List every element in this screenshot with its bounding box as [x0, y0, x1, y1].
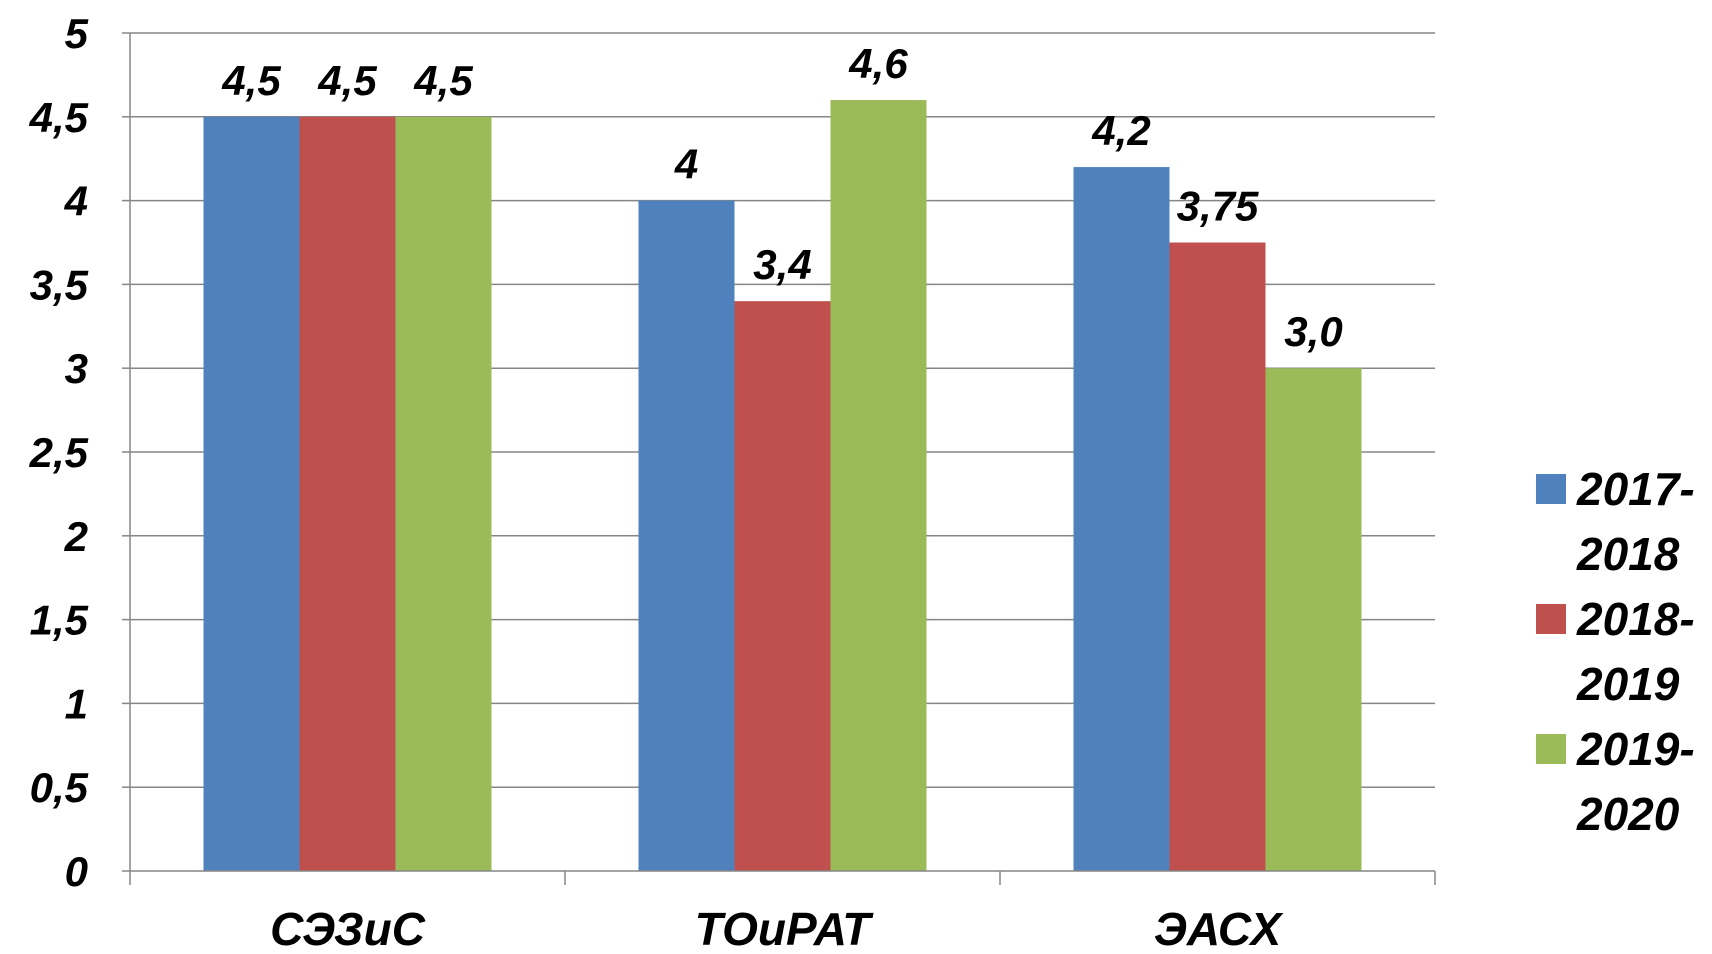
y-tick-label: 3,5 — [30, 261, 89, 308]
bar — [299, 116, 396, 872]
x-category-label: СЭЗиС — [270, 903, 426, 954]
data-label: 4,5 — [317, 57, 377, 104]
bar — [734, 301, 831, 871]
bar — [1073, 167, 1170, 871]
x-axis-category-labels: СЭЗиС ТОиРАТ ЭАСХ — [270, 903, 1283, 954]
bar — [395, 116, 492, 872]
legend-label: 2018- — [1576, 593, 1695, 645]
data-labels: 4,5 4,5 4,5 4 3,4 4,6 4,2 3,75 3,0 — [221, 40, 1342, 355]
bar — [830, 100, 927, 872]
x-category-label: ТОиРАТ — [695, 903, 875, 954]
data-label: 3,75 — [1177, 183, 1259, 230]
bar — [638, 200, 735, 872]
legend-label: 2019- — [1576, 723, 1695, 775]
bar — [1169, 242, 1266, 871]
y-tick-label: 4 — [64, 178, 88, 225]
y-tick-label: 2 — [64, 513, 88, 560]
y-tick-label: 2,5 — [29, 429, 89, 476]
legend-label: 2018 — [1576, 528, 1680, 580]
y-tick-label: 1 — [65, 680, 88, 727]
y-tick-label: 5 — [65, 10, 89, 57]
bars — [203, 100, 1362, 872]
data-label: 3,0 — [1284, 308, 1342, 355]
data-label: 4 — [674, 141, 698, 188]
y-axis-tick-labels: 0 0,5 1 1,5 2 2,5 3 3,5 4 4,5 5 — [29, 10, 89, 895]
legend: 2017- 2018 2018- 2019 2019- 2020 — [1536, 463, 1695, 840]
x-category-label: ЭАСХ — [1154, 903, 1284, 954]
y-tick-label: 0,5 — [30, 764, 89, 811]
legend-label: 2020 — [1576, 788, 1680, 840]
axes — [122, 32, 1436, 885]
legend-label: 2019 — [1576, 658, 1680, 710]
y-tick-label: 3 — [65, 345, 88, 392]
data-label: 4,5 — [221, 57, 281, 104]
bar — [1265, 368, 1362, 871]
y-tick-label: 4,5 — [29, 94, 89, 141]
y-tick-label: 1,5 — [30, 597, 89, 644]
data-label: 4,5 — [413, 57, 473, 104]
y-tick-label: 0 — [65, 848, 88, 895]
data-label: 4,6 — [848, 40, 908, 87]
legend-label: 2017- — [1576, 463, 1695, 515]
legend-swatch — [1536, 604, 1566, 634]
data-label: 3,4 — [753, 241, 811, 288]
bar — [203, 116, 300, 872]
data-label: 4,2 — [1091, 107, 1150, 154]
legend-swatch — [1536, 734, 1566, 764]
legend-swatch — [1536, 474, 1566, 504]
